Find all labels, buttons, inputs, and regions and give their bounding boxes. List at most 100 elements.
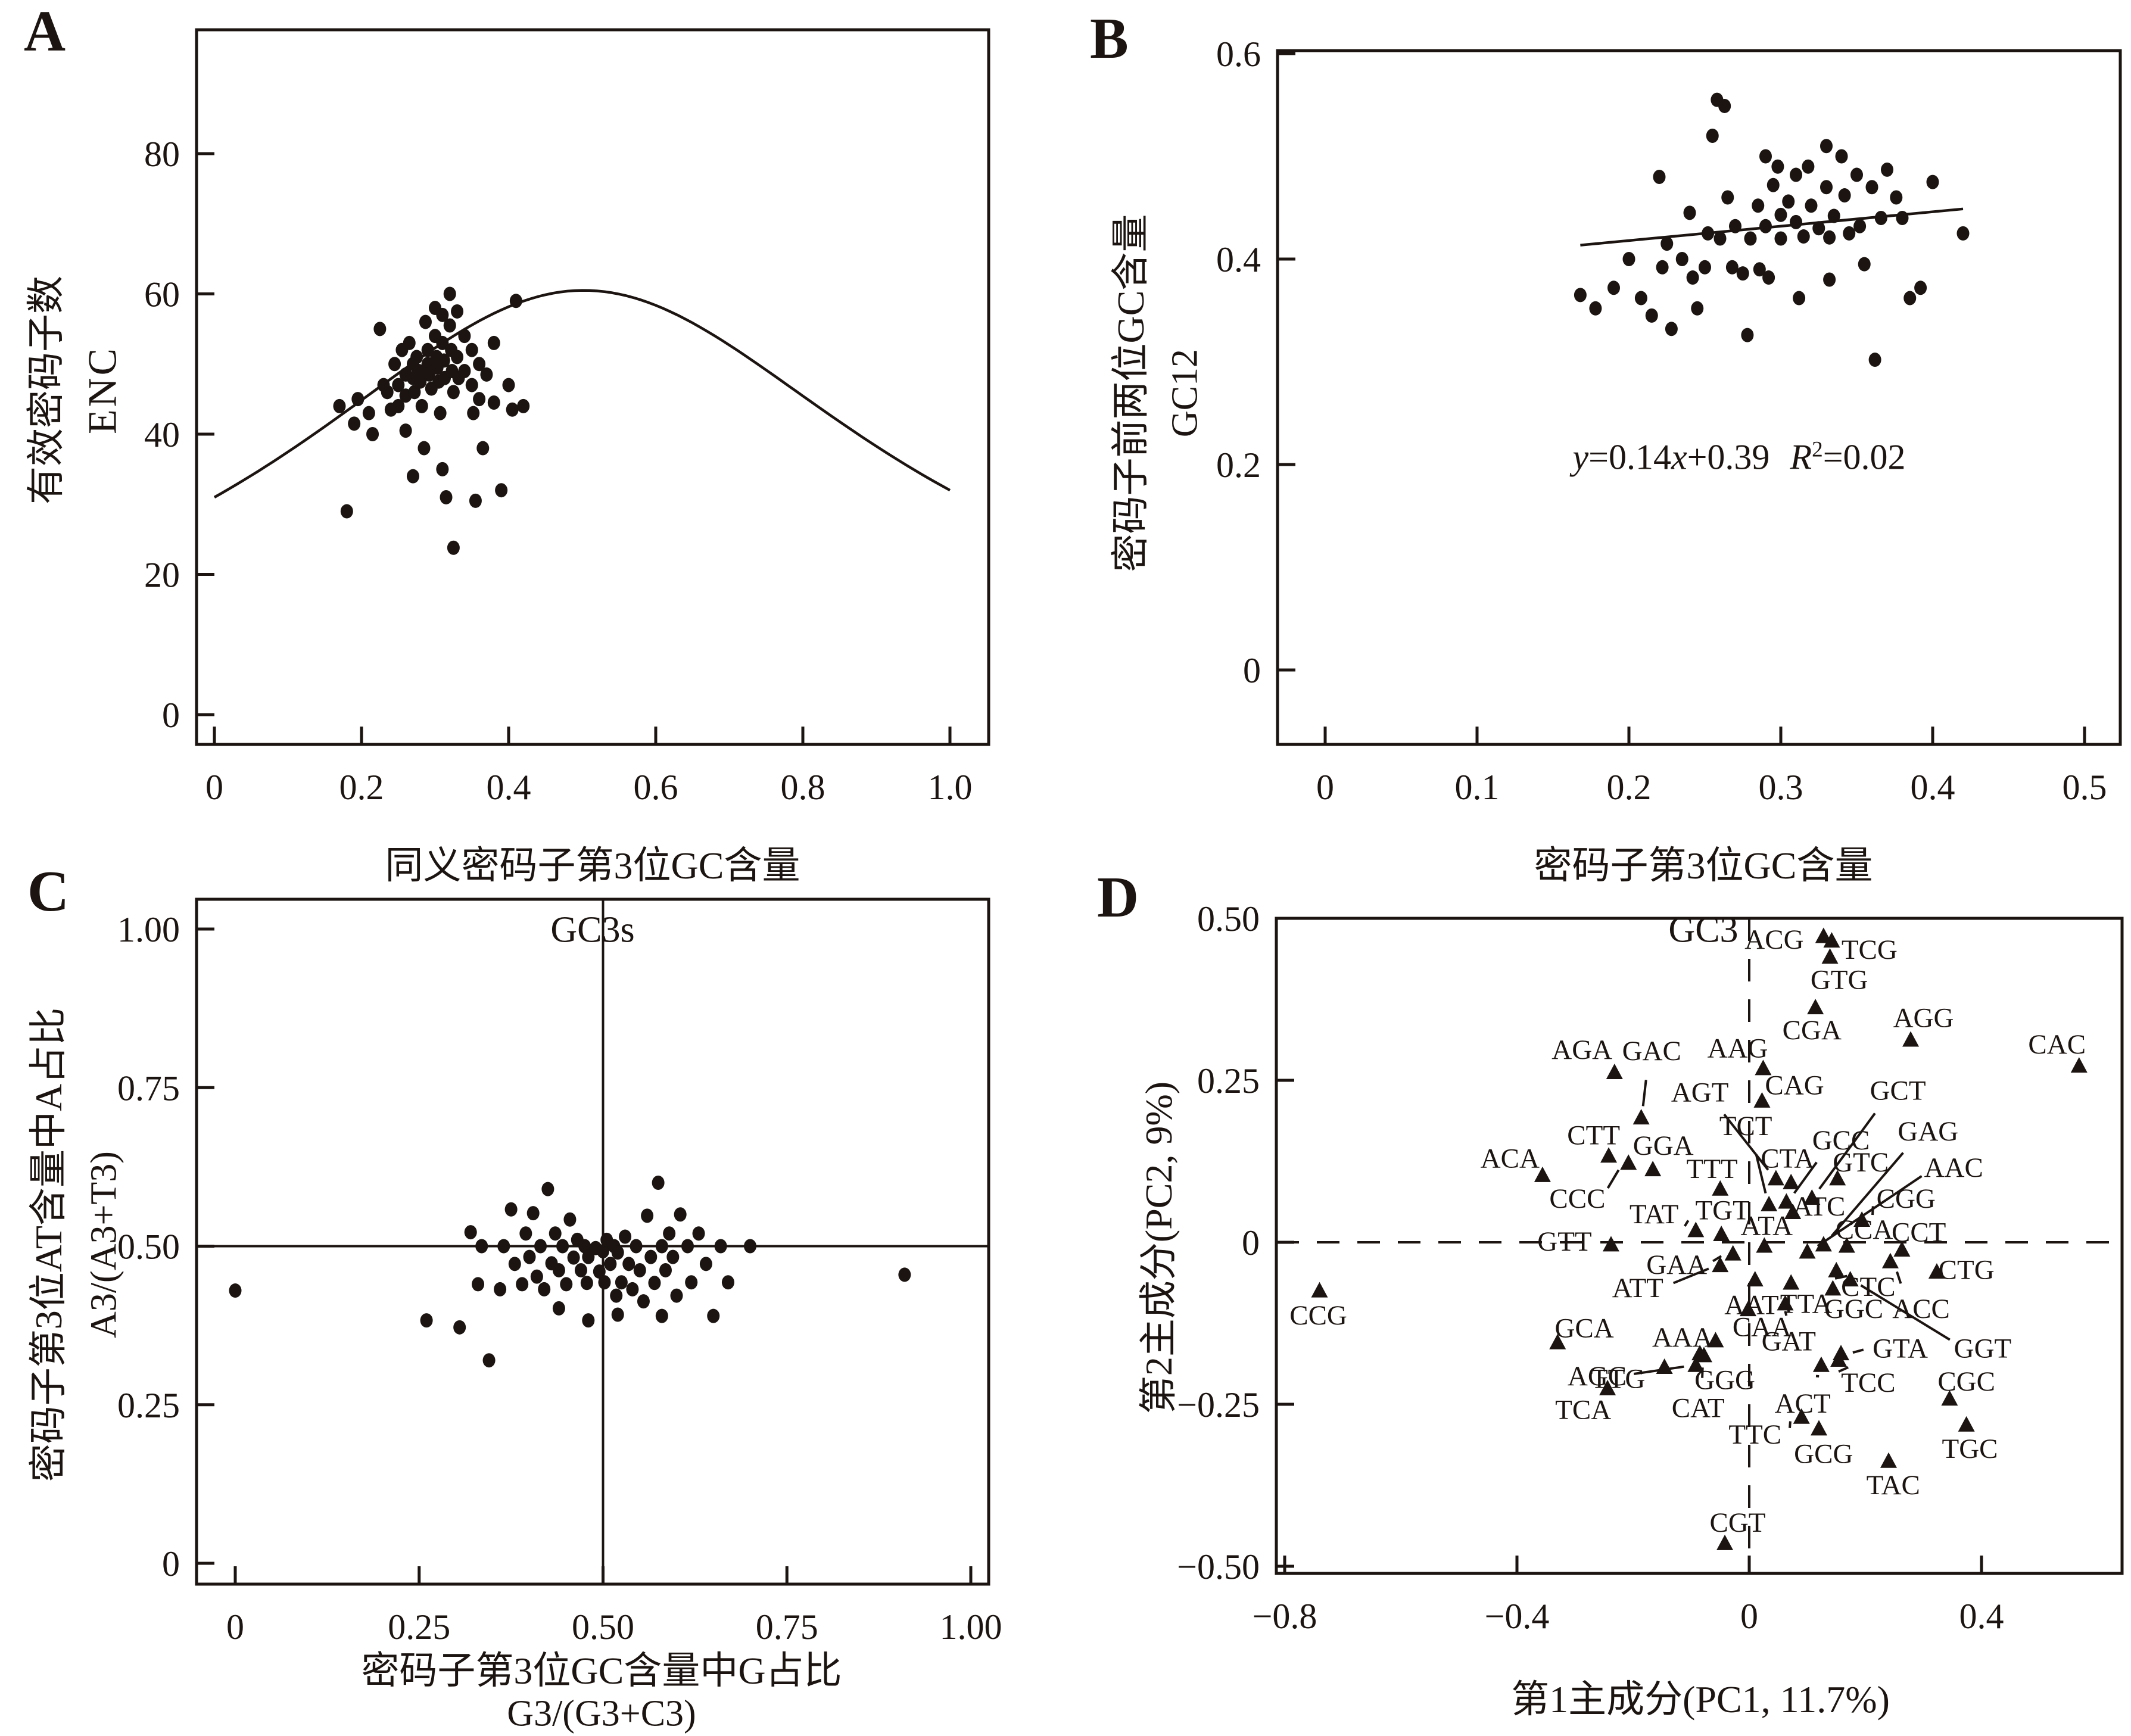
data-point-B bbox=[1759, 149, 1772, 164]
codon-label-GGA: GGA bbox=[1633, 1130, 1694, 1161]
codon-label-CTA: CTA bbox=[1761, 1143, 1814, 1174]
data-point-B bbox=[1686, 270, 1699, 285]
data-point-C bbox=[530, 1269, 543, 1284]
codon-marker-AGT bbox=[1767, 1170, 1784, 1186]
data-point-C bbox=[582, 1249, 595, 1264]
data-point-B bbox=[1752, 198, 1765, 213]
codon-marker-CCC bbox=[1620, 1154, 1637, 1170]
y-tick-label-D: 0.50 bbox=[1197, 899, 1260, 939]
y-tick-label-C: 1.00 bbox=[117, 910, 180, 949]
data-point-B bbox=[1721, 190, 1734, 205]
enc-expected-curve bbox=[213, 289, 951, 498]
codon-label-AGA: AGA bbox=[1551, 1034, 1612, 1065]
data-point-B bbox=[1823, 230, 1836, 245]
data-point-B bbox=[1835, 149, 1848, 164]
codon-marker-TCG bbox=[1823, 932, 1840, 948]
data-point-A bbox=[381, 385, 394, 400]
data-point-C bbox=[475, 1239, 488, 1254]
codon-marker-TCT bbox=[1761, 1195, 1778, 1211]
data-point-B bbox=[1903, 291, 1917, 306]
codon-label-CTG: CTG bbox=[1939, 1255, 1995, 1286]
codon-marker-GGG bbox=[1707, 1332, 1724, 1348]
y-title-zh-C: 密码子第3位AT含量中A占比 bbox=[27, 1007, 70, 1482]
data-point-A bbox=[473, 357, 486, 372]
x-tick-label-C: 0.25 bbox=[388, 1607, 450, 1647]
leader-line-GAC bbox=[1641, 1080, 1647, 1107]
y-tick-label-B: 0.2 bbox=[1216, 445, 1261, 485]
codon-label-AAC: AAC bbox=[1924, 1152, 1983, 1183]
x-title-zh-C: 密码子第3位GC含量中G占比 bbox=[361, 1650, 842, 1692]
data-point-C bbox=[567, 1250, 580, 1265]
x-tick-label-C: 0 bbox=[226, 1607, 244, 1647]
codon-label-TCG: TCG bbox=[1842, 934, 1898, 965]
data-point-B bbox=[1812, 221, 1825, 236]
data-point-B bbox=[1683, 205, 1696, 220]
codon-label-TTG: TTG bbox=[1591, 1363, 1645, 1394]
codon-marker-AAG bbox=[1755, 1059, 1772, 1076]
data-point-A bbox=[348, 416, 361, 431]
data-point-A bbox=[443, 318, 456, 333]
codon-label-TCC: TCC bbox=[1841, 1367, 1895, 1398]
codon-marker-CTG bbox=[1928, 1263, 1945, 1279]
codon-marker-ACA bbox=[1534, 1166, 1551, 1182]
data-point-B bbox=[1820, 139, 1833, 154]
codon-label-TGT: TGT bbox=[1695, 1195, 1749, 1226]
data-point-C bbox=[420, 1313, 433, 1328]
data-point-C bbox=[674, 1207, 687, 1222]
data-point-B bbox=[1853, 219, 1867, 233]
x-tick-label-B: 0 bbox=[1316, 768, 1334, 807]
leader-line-TCT bbox=[1755, 1154, 1767, 1194]
codon-marker-AAT bbox=[1746, 1271, 1764, 1287]
data-point-A bbox=[421, 342, 434, 357]
leader-line-ACC bbox=[1896, 1271, 1902, 1284]
y-title-zh-B: 密码子前两位GC含量 bbox=[1110, 214, 1152, 572]
codon-label-TCA: TCA bbox=[1555, 1395, 1611, 1426]
codon-label-GTC: GTC bbox=[1833, 1147, 1889, 1178]
codon-label-CCT: CCT bbox=[1892, 1217, 1946, 1248]
codon-marker-CGC bbox=[1941, 1390, 1958, 1406]
codon-marker-CGG bbox=[1853, 1211, 1871, 1227]
x-tick-label-B: 0.5 bbox=[2063, 768, 2107, 807]
y-tick-label-D: −0.50 bbox=[1177, 1547, 1260, 1587]
data-point-B bbox=[1574, 288, 1587, 303]
eq-sup: 2 bbox=[1812, 437, 1823, 462]
eq-b: +0.39 bbox=[1687, 437, 1770, 477]
codon-marker-GAG bbox=[1815, 1236, 1832, 1252]
data-point-B bbox=[1713, 231, 1727, 246]
data-point-C bbox=[652, 1176, 665, 1190]
plot-frame-C bbox=[195, 897, 990, 1586]
data-point-A bbox=[465, 342, 478, 357]
leader-line-GAA bbox=[1712, 1255, 1722, 1263]
eq-x: x bbox=[1671, 437, 1687, 477]
codon-marker-TCA bbox=[1599, 1379, 1616, 1395]
y-tick-label-A: 0 bbox=[162, 696, 180, 735]
y-tick-label-C: 0 bbox=[162, 1544, 180, 1584]
codon-label-AAT: AAT bbox=[1724, 1289, 1778, 1320]
y-tick-label-C: 0.50 bbox=[117, 1227, 180, 1267]
data-point-C bbox=[552, 1263, 565, 1277]
data-point-C bbox=[563, 1212, 577, 1227]
data-point-C bbox=[534, 1239, 547, 1254]
codon-marker-CAG bbox=[1753, 1092, 1771, 1108]
data-point-C bbox=[655, 1239, 668, 1254]
data-point-C bbox=[666, 1249, 680, 1264]
codon-marker-GTG bbox=[1821, 948, 1839, 964]
x-tick-label-B: 0.2 bbox=[1607, 768, 1652, 807]
x-tick-label-D: −0.4 bbox=[1485, 1597, 1550, 1636]
codon-marker-ATC bbox=[1784, 1203, 1802, 1219]
data-point-C bbox=[538, 1282, 551, 1296]
data-point-B bbox=[1675, 252, 1688, 266]
x-tick-label-D: 0.4 bbox=[1959, 1597, 2004, 1636]
codon-marker-CTA bbox=[1783, 1173, 1800, 1189]
codon-marker-TGT bbox=[1713, 1225, 1730, 1241]
codon-label-ACC: ACC bbox=[1892, 1294, 1950, 1324]
leader-line-CCC bbox=[1606, 1169, 1620, 1189]
codon-label-CAA: CAA bbox=[1733, 1311, 1792, 1342]
plot-frame-B bbox=[1276, 49, 2122, 746]
data-point-B bbox=[1805, 198, 1818, 213]
data-point-C bbox=[721, 1275, 734, 1290]
codon-marker-GGT bbox=[1842, 1271, 1859, 1287]
codon-label-TAC: TAC bbox=[1867, 1470, 1920, 1501]
codon-marker-CGT bbox=[1716, 1534, 1734, 1550]
data-point-C bbox=[549, 1226, 562, 1241]
